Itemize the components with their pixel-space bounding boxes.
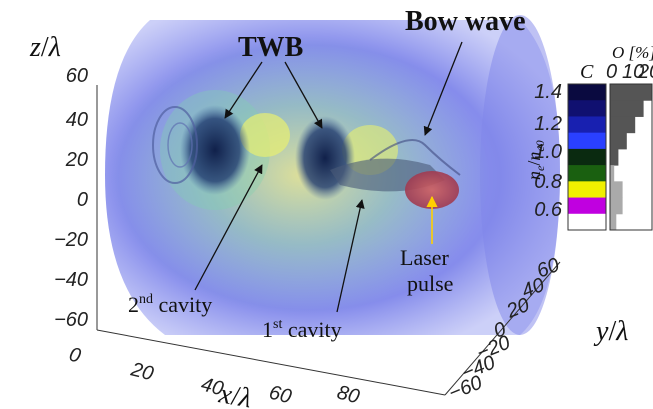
- opacity-bar: [610, 197, 623, 215]
- colorbar-swatch: [568, 132, 606, 150]
- cbar-tick: 0.6: [534, 199, 563, 221]
- z-tick: 20: [65, 149, 88, 171]
- x-tick: 60: [267, 382, 294, 409]
- opacity-bar: [610, 213, 617, 231]
- z-tick: 40: [66, 109, 88, 131]
- colorbar-swatch: [568, 165, 606, 182]
- cavity1-label: 1st cavity: [262, 317, 342, 342]
- colorbar-swatch: [568, 116, 606, 134]
- colorbar-swatch: [568, 148, 606, 166]
- cavity1-arrow: [336, 199, 365, 313]
- opacity-bar: [610, 84, 652, 101]
- x-tick: 40: [199, 374, 226, 401]
- cbar-tick: 1.2: [534, 113, 562, 135]
- annotations: TWB Bow wave Laser pulse 2nd cavity 1st …: [128, 6, 526, 342]
- opacity-bar: [610, 132, 627, 150]
- o-tick: 10: [622, 61, 644, 83]
- opacity-bar: [610, 116, 636, 134]
- o-tick: 0: [606, 61, 617, 83]
- colorbar-opacity: [610, 84, 652, 231]
- laser-pulse-shape: [405, 171, 459, 209]
- colorbar-title-c: C: [580, 61, 594, 83]
- laser-label-line1: Laser: [400, 245, 450, 270]
- colorbar-swatch: [568, 100, 606, 117]
- z-axis-ticks: 60 40 20 0 −20 −40 −60: [54, 65, 88, 331]
- twb-arrow-right: [284, 61, 323, 129]
- bow-wave-label: Bow wave: [405, 6, 526, 37]
- z-tick: −40: [54, 269, 88, 291]
- colorbar-swatch: [568, 84, 606, 101]
- z-tick: −60: [54, 309, 88, 331]
- axis-box: [96, 85, 561, 396]
- colorbar-swatch: [568, 213, 606, 231]
- twb-label: TWB: [238, 32, 303, 63]
- bow-wave-arrow: [423, 41, 463, 136]
- cbar-tick: 1.4: [534, 81, 562, 103]
- colorbar: C O [%] 0 10 20 1.4 1.2 1.0 0.8 0.6 ne/n…: [524, 43, 653, 231]
- colorbar-swatch: [568, 197, 606, 215]
- z-tick: 0: [77, 189, 88, 211]
- x-tick: 80: [335, 382, 362, 409]
- cavity2-arrow: [194, 164, 263, 291]
- x-axis-ticks: 0 20 40 60 80: [67, 344, 362, 409]
- x-axis-label: x/λ: [216, 378, 254, 409]
- y-axis-label: y/λ: [593, 316, 628, 347]
- z-tick: −20: [54, 229, 88, 251]
- opacity-bar: [610, 165, 615, 182]
- z-axis-label: z/λ: [29, 32, 61, 63]
- z-tick: 60: [66, 65, 88, 87]
- cavity2-label: 2nd cavity: [128, 292, 212, 317]
- o-tick: 20: [637, 61, 653, 83]
- cbar-tick: 1.0: [534, 141, 562, 163]
- opacity-bar: [610, 181, 623, 199]
- cbar-tick: 0.8: [534, 171, 562, 193]
- colorbar-ylabel: ne/ne0: [524, 140, 547, 180]
- twb-arrow-left: [224, 61, 263, 119]
- volume-render: [105, 15, 560, 335]
- x-tick: 0: [67, 344, 83, 368]
- colorbar-swatch: [568, 181, 606, 199]
- colorbar-title-o: O [%]: [612, 43, 653, 62]
- colorbar-swatches: [568, 84, 606, 231]
- opacity-bar: [610, 100, 644, 117]
- x-tick: 20: [128, 358, 156, 385]
- laser-label-line2: pulse: [407, 271, 453, 296]
- opacity-bar: [610, 148, 619, 166]
